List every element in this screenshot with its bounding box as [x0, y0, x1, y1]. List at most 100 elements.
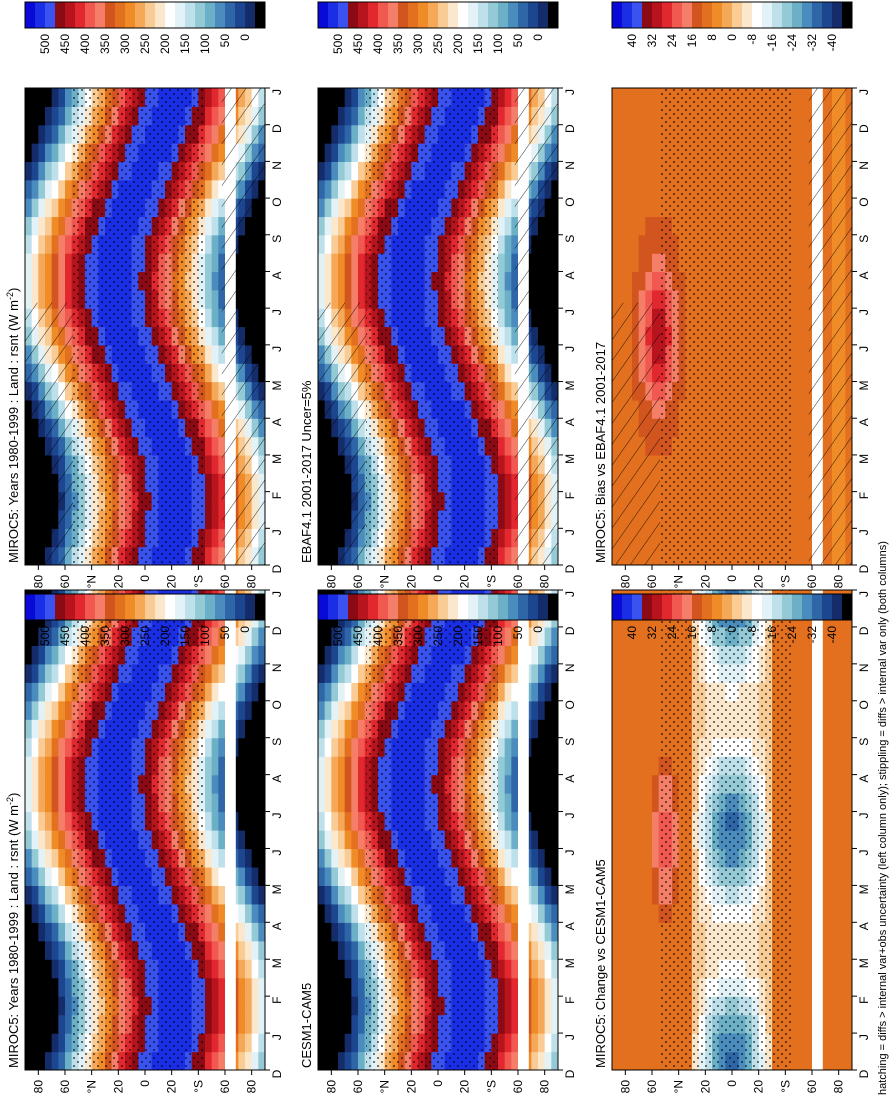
colorbar-swatch	[255, 594, 266, 620]
month-tick-label: N	[857, 664, 871, 673]
month-tick-label: S	[563, 738, 577, 746]
colorbar-swatch	[632, 594, 643, 620]
colorbar-swatch	[428, 2, 439, 28]
colorbar-swatch	[518, 594, 529, 620]
colorbar-tick-label: -32	[805, 34, 819, 52]
latitude-tick-label: 80	[324, 575, 338, 589]
latitude-tick-label: 80	[245, 575, 259, 589]
colorbar-tick-label: 400	[371, 626, 385, 646]
colorbar-swatch	[318, 2, 329, 28]
colorbar-tick-label: 300	[411, 626, 425, 646]
colorbar-swatch	[175, 594, 186, 620]
colorbar-tick-label: 200	[451, 626, 465, 646]
colorbar-tick-label: 400	[78, 34, 92, 54]
colorbar-swatch	[478, 594, 489, 620]
colorbar-tick-label: 250	[431, 34, 445, 54]
month-tick-label: J	[270, 813, 284, 819]
latitude-tick-label: 60	[645, 575, 659, 589]
month-tick-label: M	[857, 381, 871, 391]
colorbar-swatch	[378, 594, 389, 620]
colorbar-swatch	[215, 594, 226, 620]
latitude-tick-label: 80	[31, 575, 45, 589]
colorbar-tick-label: 40	[625, 34, 639, 48]
latitude-tick-label: °N	[378, 1080, 392, 1093]
month-tick-label: A	[563, 922, 577, 930]
month-tick-label: M	[563, 454, 577, 464]
colorbar-tick-label: 350	[391, 34, 405, 54]
colorbar-swatch	[722, 594, 733, 620]
colorbar-tick-label: 350	[391, 626, 405, 646]
colorbar-tick-label: 450	[58, 626, 72, 646]
month-tick-label: F	[857, 996, 871, 1003]
colorbar-swatch	[45, 2, 56, 28]
latitude-tick-label: 60	[351, 575, 365, 589]
colorbar-tick-label: 300	[118, 626, 132, 646]
month-tick-label: A	[563, 775, 577, 783]
latitude-tick-label: 20	[404, 575, 418, 589]
colorbar-tick-label: 150	[471, 34, 485, 54]
month-tick-label: A	[270, 271, 284, 279]
colorbar-swatch	[135, 2, 146, 28]
heatmap-cells	[318, 590, 558, 1070]
colorbar-swatch	[642, 594, 653, 620]
colorbar-swatch	[498, 2, 509, 28]
latitude-tick-label: 20	[698, 1080, 712, 1094]
colorbar-swatch	[25, 2, 36, 28]
month-tick-label: O	[563, 197, 577, 206]
colorbar-tick-label: 0	[725, 34, 739, 41]
colorbar-swatch	[692, 594, 703, 620]
latitude-tick-label: 60	[805, 1080, 819, 1094]
latitude-tick-label: °S	[484, 575, 498, 588]
colorbar-tick-label: 100	[491, 626, 505, 646]
latitude-tick-label: 60	[645, 1080, 659, 1094]
colorbar-swatch	[45, 594, 56, 620]
panel-title: MIROC5: Years 1980-1999 : Land : rsnt (W…	[5, 793, 21, 1068]
month-tick-label: F	[563, 492, 577, 499]
colorbar-tick-label: -32	[805, 626, 819, 644]
colorbar-tick-label: 24	[665, 34, 679, 48]
month-tick-label: F	[857, 492, 871, 499]
latitude-tick-label: °S	[778, 1080, 792, 1093]
colorbar-swatch	[702, 2, 713, 28]
heatmap-panel-1: D J F M A M J J A S O N D J 80 60 °N 20 0 20 °S 60 80 MIROC5: Y…	[5, 87, 284, 589]
colorbar-tick-label: 8	[705, 34, 719, 41]
latitude-tick-label: 60	[511, 575, 525, 589]
colorbar-abs: 500 450 400 350 300 250 200 150 100 50 0	[24, 593, 266, 646]
colorbar-swatch	[225, 2, 236, 28]
heatmap-cells	[25, 88, 265, 565]
month-tick-label: A	[857, 922, 871, 930]
panel-title: MIROC5: Change vs CESM1-CAM5	[593, 859, 608, 1068]
colorbar-tick-label: 150	[178, 626, 192, 646]
latitude-tick-label: 20	[752, 1080, 766, 1094]
colorbar-swatch	[438, 594, 449, 620]
month-tick-label: J	[270, 309, 284, 315]
colorbar-tick-label: 500	[38, 626, 52, 646]
month-tick-label: O	[270, 700, 284, 709]
colorbar-swatch	[448, 2, 459, 28]
colorbar-tick-label: 200	[451, 34, 465, 54]
colorbar-tick-label: 400	[78, 626, 92, 646]
colorbar-swatch	[762, 594, 773, 620]
month-tick-label: J	[270, 346, 284, 352]
colorbar-swatch	[508, 594, 519, 620]
colorbar-swatch	[195, 2, 206, 28]
month-tick-label: O	[857, 700, 871, 709]
colorbar-swatch	[368, 2, 379, 28]
latitude-tick-label: °N	[378, 575, 392, 588]
colorbar-tick-label: -8	[745, 34, 759, 45]
colorbar-swatch	[205, 594, 216, 620]
colorbar-swatch	[682, 594, 693, 620]
latitude-tick-label: 20	[165, 1080, 179, 1094]
month-tick-label: D	[857, 124, 871, 133]
panel-title-main: MIROC5: Bias vs EBAF4.1 2001-2017	[593, 342, 608, 563]
month-tick-label: J	[270, 849, 284, 855]
panel-title-main: EBAF4.1 2001-2017 Uncer=5%	[299, 380, 314, 563]
colorbar-swatch	[478, 2, 489, 28]
month-tick-label: F	[270, 492, 284, 499]
colorbar-swatch	[85, 594, 96, 620]
colorbar-swatch	[672, 594, 683, 620]
colorbar-swatch	[468, 594, 479, 620]
colorbar-swatch	[752, 2, 763, 28]
colorbar-swatch	[65, 594, 76, 620]
month-tick-label: O	[563, 700, 577, 709]
